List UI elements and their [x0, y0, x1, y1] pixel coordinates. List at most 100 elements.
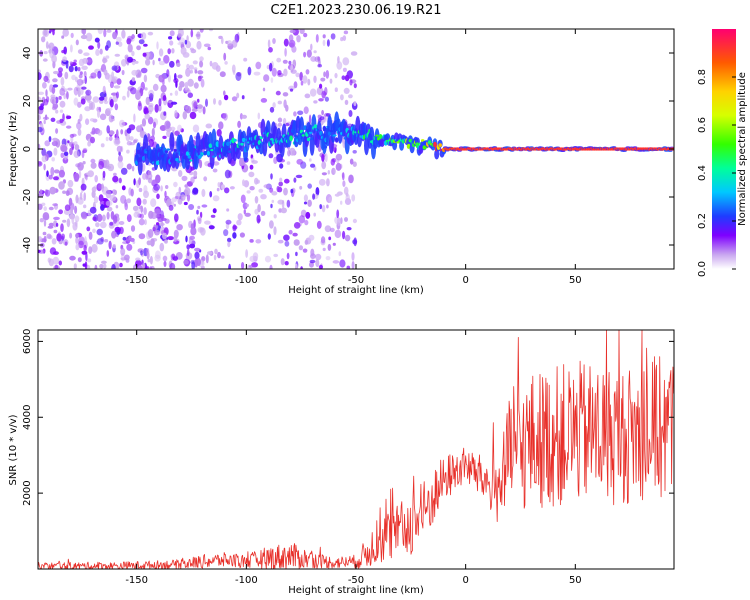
noise-cell — [44, 114, 48, 121]
noise-cell — [212, 195, 220, 202]
noise-cell — [85, 252, 88, 262]
noise-cell — [169, 30, 175, 37]
noise-cell — [190, 223, 194, 229]
noise-cell — [308, 114, 312, 124]
noise-cell — [39, 189, 43, 195]
noise-cell — [158, 48, 164, 57]
noise-cell — [120, 129, 124, 135]
noise-cell — [111, 76, 118, 81]
noise-cell — [208, 225, 215, 230]
noise-cell — [282, 59, 288, 64]
noise-cell — [150, 135, 155, 142]
noise-cell — [48, 42, 55, 50]
noise-cell — [84, 106, 91, 112]
noise-cell — [83, 204, 87, 209]
noise-cell — [249, 164, 254, 170]
ridge-core — [208, 143, 213, 148]
noise-cell — [71, 74, 76, 81]
noise-cell — [73, 97, 79, 106]
noise-cell — [293, 81, 298, 89]
noise-cell — [255, 179, 260, 184]
noise-cell — [160, 84, 167, 93]
noise-cell — [316, 220, 322, 229]
noise-cell — [106, 250, 110, 257]
noise-cell — [334, 72, 338, 79]
noise-cell — [104, 45, 109, 51]
noise-cell — [277, 239, 284, 244]
noise-cell — [344, 234, 351, 242]
noise-cell — [175, 80, 178, 88]
noise-cell — [74, 66, 78, 72]
noise-cell — [73, 141, 78, 146]
noise-cell — [187, 92, 193, 98]
noise-cell — [81, 212, 88, 220]
noise-cell — [329, 78, 333, 84]
noise-cell — [353, 237, 358, 247]
noise-cell — [75, 233, 79, 239]
noise-cell — [43, 51, 48, 55]
y-tick-label: 20 — [22, 95, 33, 108]
noise-cell — [48, 222, 55, 227]
noise-cell — [75, 163, 81, 168]
noise-cell — [288, 34, 294, 42]
noise-cell — [38, 115, 41, 121]
noise-cell — [39, 218, 44, 223]
noise-cell — [307, 183, 313, 189]
noise-cell — [53, 147, 58, 156]
noise-cell — [207, 251, 213, 255]
noise-cell — [236, 219, 242, 226]
noise-cell — [305, 69, 310, 75]
noise-cell — [66, 91, 69, 100]
noise-cell — [54, 264, 59, 269]
noise-cell — [245, 203, 250, 207]
noise-cell — [84, 261, 88, 269]
noise-cell — [257, 112, 261, 120]
noise-cell — [277, 117, 283, 123]
noise-cell — [343, 30, 349, 35]
noise-cell — [325, 256, 331, 261]
noise-cell — [97, 29, 103, 35]
noise-cell — [279, 177, 283, 183]
noise-cell — [114, 226, 121, 233]
noise-cell — [103, 69, 108, 76]
ridge-core — [433, 141, 437, 148]
spectrogram-y-axis-title: Frequency (Hz) — [8, 111, 19, 187]
noise-cell — [126, 163, 132, 170]
noise-cell — [101, 183, 105, 192]
noise-cell — [48, 174, 53, 180]
x-tick-label: -150 — [125, 275, 148, 286]
ridge-halo — [309, 134, 315, 156]
noise-cell — [286, 161, 291, 165]
noise-cell — [131, 77, 136, 82]
noise-cell — [218, 121, 224, 130]
noise-cell — [224, 169, 231, 179]
noise-cell — [318, 264, 323, 269]
noise-cell — [48, 136, 52, 142]
noise-cell — [74, 205, 78, 214]
noise-cell — [91, 190, 96, 198]
noise-cell — [153, 121, 156, 129]
noise-cell — [295, 72, 300, 78]
noise-cell — [92, 216, 97, 222]
ridge-halo — [343, 121, 348, 138]
ridge-core — [187, 154, 192, 159]
noise-cell — [42, 231, 47, 236]
noise-cell — [254, 196, 259, 204]
noise-cell — [352, 150, 357, 154]
noise-cell — [83, 71, 87, 78]
noise-cell — [61, 233, 65, 240]
noise-cell — [73, 150, 80, 158]
noise-cell — [86, 94, 91, 103]
noise-cell — [302, 248, 308, 253]
noise-cell — [342, 230, 346, 240]
noise-cell — [195, 33, 201, 37]
noise-cell — [295, 263, 298, 269]
noise-cell — [52, 78, 58, 83]
noise-cell — [312, 193, 316, 200]
noise-cell — [306, 49, 312, 58]
noise-cell — [85, 32, 93, 42]
noise-cell — [43, 163, 46, 171]
noise-cell — [231, 96, 238, 102]
noise-cell — [142, 262, 146, 269]
y-tick-label: 0 — [22, 146, 33, 152]
